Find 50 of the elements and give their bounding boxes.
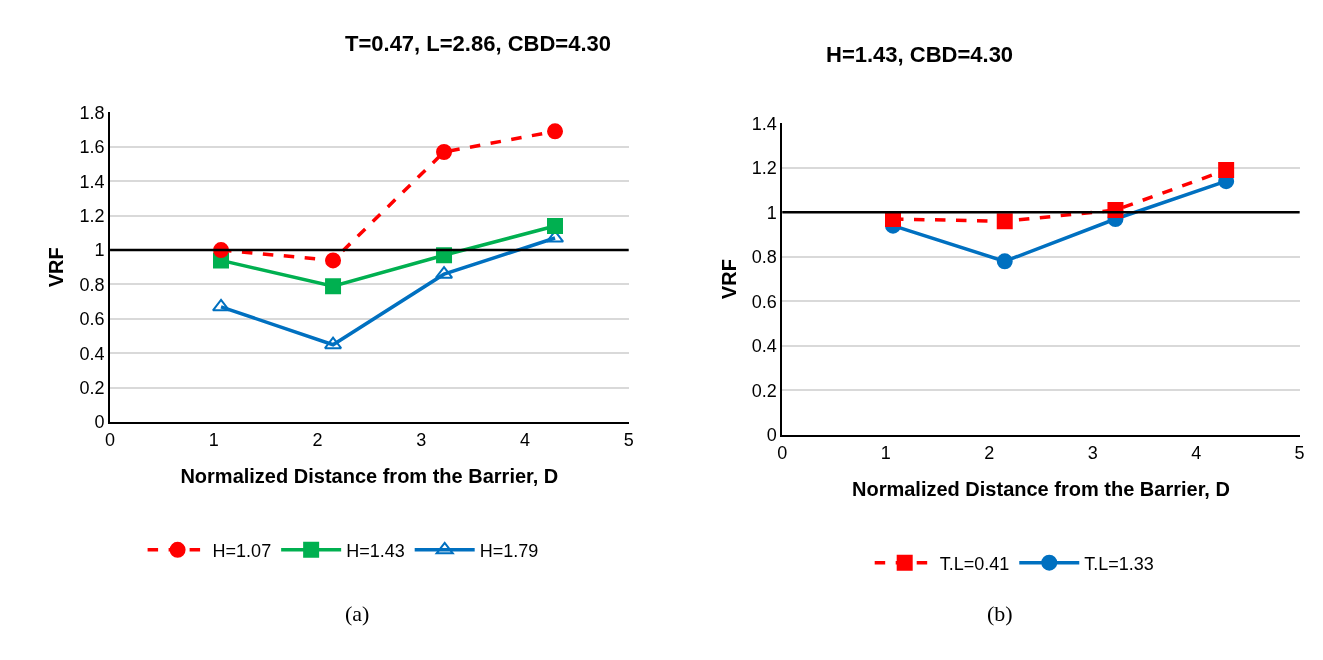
legend-label: T.L=0.41 xyxy=(939,553,1010,574)
point xyxy=(996,253,1013,270)
text: (b) xyxy=(987,601,1013,626)
legend-label: H=1.07 xyxy=(212,540,272,561)
x-tick-label: 2 xyxy=(984,442,995,463)
x-tick-label: 5 xyxy=(1294,442,1305,463)
point xyxy=(323,336,343,350)
legend-label: H=1.43 xyxy=(346,540,405,561)
x-axis-title: Normalized Distance from the Barrier, D xyxy=(852,477,1230,500)
chart-title: H=1.43, CBD=4.30 xyxy=(826,42,1014,67)
x-tick-label: 1 xyxy=(880,442,891,463)
x-tick-label: 2 xyxy=(312,429,323,450)
y-tick-label: 1.8 xyxy=(79,102,105,123)
y-tick-label: 1.2 xyxy=(751,158,777,179)
y-tick-label: 1.4 xyxy=(751,113,777,134)
point xyxy=(211,298,231,312)
y-tick-label: 0.6 xyxy=(751,291,777,312)
text: (a) xyxy=(345,601,370,626)
point xyxy=(325,278,342,295)
point xyxy=(996,213,1013,230)
x-axis-title: Normalized Distance from the Barrier, D xyxy=(180,464,559,487)
y-axis-title: VRF xyxy=(717,259,740,300)
x-tick-label: 4 xyxy=(1191,442,1202,463)
y-tick-label: 1.2 xyxy=(79,205,105,226)
legend-label: H=1.79 xyxy=(479,540,539,561)
y-tick-label: 0.4 xyxy=(79,343,105,364)
point xyxy=(436,143,453,160)
y-tick-label: 1 xyxy=(94,240,105,261)
x-tick-label: 1 xyxy=(208,429,219,450)
y-tick-label: 0.8 xyxy=(751,247,777,268)
chart-title: T=0.47, L=2.86, CBD=4.30 xyxy=(345,31,611,56)
y-tick-label: 0.2 xyxy=(751,380,777,401)
y-tick-label: 1 xyxy=(766,202,777,223)
legend-label: T.L=1.33 xyxy=(1084,553,1154,574)
y-tick-label: 0.8 xyxy=(79,274,105,295)
x-tick-label: 3 xyxy=(416,429,427,450)
point xyxy=(1218,162,1235,179)
x-tick-label: 4 xyxy=(519,429,530,450)
y-tick-label: 0.2 xyxy=(79,378,105,399)
y-tick-label: 1.6 xyxy=(79,137,105,158)
y-axis-title: VRF xyxy=(45,247,68,288)
x-tick-label: 3 xyxy=(1087,442,1098,463)
x-tick-label: 5 xyxy=(623,429,634,450)
point xyxy=(325,252,342,269)
y-tick-label: 0 xyxy=(94,412,105,433)
point xyxy=(547,123,564,140)
y-tick-label: 0.6 xyxy=(79,309,105,330)
y-tick-label: 0.4 xyxy=(751,336,777,357)
y-tick-label: 1.4 xyxy=(79,171,105,192)
point xyxy=(547,217,564,234)
